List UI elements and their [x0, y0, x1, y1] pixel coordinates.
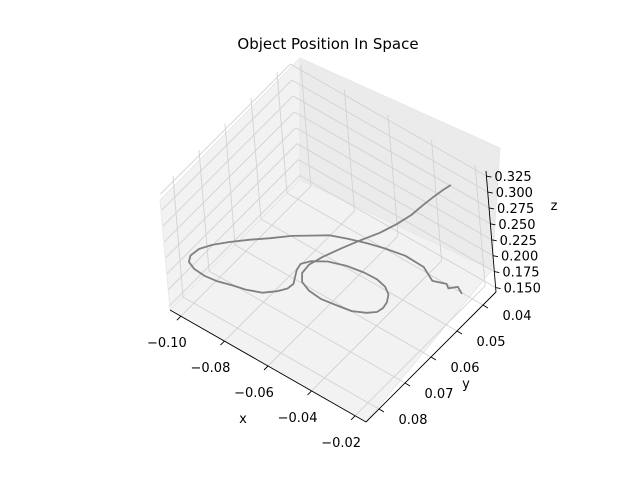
z-tick-mark [490, 223, 496, 226]
z-tick-mark [487, 191, 493, 194]
y-tick-mark [430, 356, 437, 361]
grid-line-z-back [299, 175, 496, 288]
grid-line-z-left [162, 95, 294, 227]
x-tick-mark [263, 365, 269, 371]
z-tick-mark [486, 175, 492, 178]
y-tick-label: 0.07 [425, 387, 454, 402]
z-axis-label: z [551, 199, 558, 214]
x-tick-label: −0.08 [191, 361, 231, 376]
z-tick-label: 0.175 [502, 266, 539, 281]
axes [169, 170, 501, 423]
grid-line-z-back [295, 127, 492, 241]
y-tick-label: 0.04 [503, 309, 532, 324]
grid-line-z-back [298, 159, 495, 273]
z-tick-label: 0.250 [498, 218, 535, 233]
grid-line-z-back [292, 95, 490, 209]
grid-line-z-back [290, 63, 487, 177]
grid-lines [160, 63, 496, 417]
grid-line-y-floor [260, 218, 458, 332]
series-layer [187, 184, 463, 314]
y-tick-mark [404, 382, 411, 387]
x-tick-mark [307, 390, 312, 396]
grid-line-y-floor [208, 270, 406, 384]
z-tick-label: 0.275 [497, 202, 534, 217]
z-tick-mark [492, 255, 499, 258]
x-tick-mark [176, 315, 182, 321]
x-tick-label: −0.10 [147, 336, 187, 351]
y-axis-label: y [462, 377, 470, 392]
x-tick-mark [350, 415, 356, 421]
z-tick-mark [488, 207, 495, 210]
y-tick-mark [482, 304, 489, 309]
x-axis-label: x [239, 412, 247, 427]
y-tick-label: 0.05 [477, 335, 506, 350]
y-tick-label: 0.08 [399, 413, 428, 428]
x-tick-label: −0.06 [234, 386, 274, 401]
grid-line-z-left [161, 79, 293, 211]
grid-line-z-back [296, 143, 494, 257]
x-tick-label: −0.04 [278, 411, 318, 426]
y-tick-mark [378, 408, 385, 413]
grid-line-z-left [160, 63, 291, 195]
z-tick-label: 0.225 [500, 234, 537, 249]
grid-line-y-floor [234, 244, 432, 358]
grid-line-z-left [164, 111, 295, 243]
x-tick-label: −0.02 [321, 436, 361, 451]
grid-line-z-back [294, 111, 491, 225]
y-tick-mark [456, 330, 463, 335]
chart-title: Object Position In Space [237, 35, 418, 53]
z-tick-label: 0.200 [501, 250, 538, 265]
grid-line-z-left [166, 143, 298, 275]
z-tick-label: 0.150 [504, 282, 541, 297]
z-tick-mark [491, 239, 497, 242]
grid-line-z-left [167, 159, 299, 290]
grid-line-z-back [291, 79, 488, 193]
tick-labels: −0.10 −0.08−0.06 −0.04−0.02 0.04 0.05 0.06 0.0… [147, 170, 541, 451]
z-tick-label: 0.300 [496, 186, 533, 201]
x-tick-mark [220, 340, 225, 346]
z-tick-label: 0.325 [494, 170, 531, 185]
trajectory-line [187, 184, 463, 314]
y-tick-label: 0.06 [451, 361, 480, 376]
z-tick-mark [494, 271, 500, 274]
z-tick-mark [495, 287, 501, 289]
grid-line-z-left [165, 127, 297, 259]
grid-line-y-floor [182, 296, 380, 410]
